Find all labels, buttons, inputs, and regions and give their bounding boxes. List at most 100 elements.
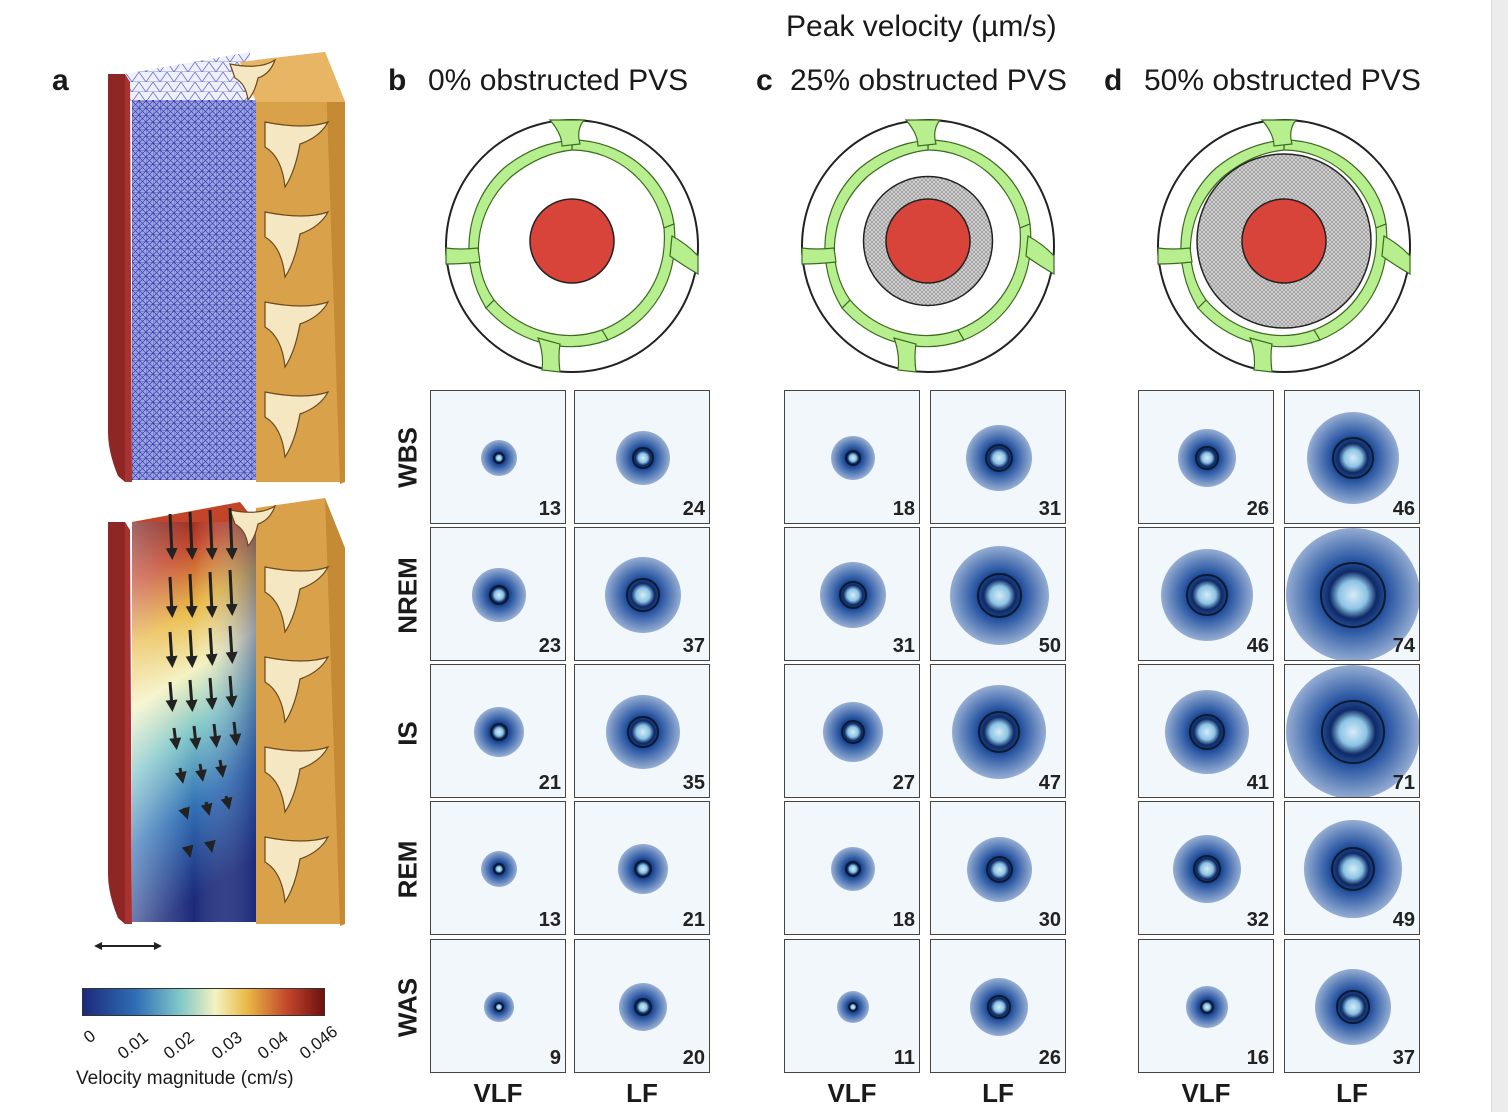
velocity-tile-c-lf-nrem: 50 [930,527,1066,661]
row-label-is: IS [392,721,423,746]
velocity-tile-b-vlf-rem: 13 [430,801,566,935]
colorbar-label: Velocity magnitude (cm/s) [76,1068,294,1089]
pvs-boundary-ring [1188,713,1226,751]
velocity-tile-c-lf-was: 26 [930,939,1066,1073]
peak-velocity-value: 37 [682,635,705,657]
pvs-boundary-ring [848,1002,858,1012]
velocity-tile-c-lf-rem: 30 [930,801,1066,935]
peak-velocity-value: 24 [682,498,705,520]
peak-velocity-value: 13 [538,909,561,931]
col-label-c-vlf: VLF [827,1078,877,1108]
velocity-tile-b-lf-wbs: 24 [574,390,710,524]
pvs-boundary-ring [627,716,659,748]
col-label-c-lf: LF [982,1078,1014,1108]
pvs-boundary-ring [1192,854,1222,884]
velocity-tile-c-vlf-rem: 18 [784,801,920,935]
pvs-cross-section-d [1157,119,1411,373]
col-label-b-vlf: VLF [473,1078,523,1108]
peak-velocity-value: 46 [1392,498,1415,520]
colorbar-tick-2: 0.02 [160,1027,198,1063]
velocity-tile-d-vlf-wbs: 26 [1138,390,1274,524]
panel-b-letter: b [388,64,407,97]
pvs-boundary-ring [1319,561,1387,629]
velocity-tile-b-vlf-is: 21 [430,664,566,798]
colorbar-tick-3: 0.03 [208,1027,246,1063]
colorbar-tick-4: 0.04 [254,1027,292,1063]
peak-velocity-value: 74 [1392,635,1415,657]
pvs-boundary-ring [489,722,509,742]
peak-velocity-value: 31 [1038,498,1061,520]
pvs-boundary-ring [976,572,1022,618]
pvs-boundary-ring [987,995,1011,1019]
panel-a-letter: a [52,64,69,97]
peak-velocity-value: 9 [549,1047,561,1069]
peak-velocity-value: 46 [1246,635,1269,657]
pvs-boundary-ring [1336,990,1370,1024]
velocity-tile-d-lf-wbs: 46 [1284,390,1420,524]
peak-velocity-value: 18 [892,498,915,520]
pvs-boundary-ring [977,710,1021,754]
peak-velocity-value: 35 [682,772,705,794]
pvs-boundary-ring [1321,700,1385,764]
velocity-tile-b-vlf-was: 9 [430,939,566,1073]
col-label-b-lf: LF [626,1078,658,1108]
velocity-tile-c-vlf-nrem: 31 [784,527,920,661]
panel-b-title: 0% obstructed PVS [428,64,689,97]
peak-velocity-value: 20 [682,1047,705,1069]
peak-velocity-value: 27 [892,772,915,794]
peak-velocity-value: 30 [1038,909,1061,931]
peak-velocity-value: 18 [892,909,915,931]
velocity-tile-d-vlf-rem: 32 [1138,801,1274,935]
panel-c-letter: c [756,64,773,97]
colorbar-tick-1: 0.01 [114,1027,152,1063]
pvs-boundary-ring [1195,446,1219,470]
pvs-boundary-ring [1186,574,1228,616]
pvs-boundary-ring [839,581,867,609]
pvs-boundary-ring [488,584,510,606]
velocity-tile-d-vlf-nrem: 46 [1138,527,1274,661]
peak-velocity-value: 26 [1246,498,1269,520]
col-label-d-vlf: VLF [1181,1078,1231,1108]
velocity-tile-b-lf-is: 35 [574,664,710,798]
peak-velocity-value: 16 [1246,1047,1269,1069]
peak-velocity-value: 21 [682,909,705,931]
velocity-tile-b-lf-nrem: 37 [574,527,710,661]
pvs-cross-section-b [445,119,699,373]
panel-a-velocity-block [108,498,345,926]
row-label-rem: REM [392,840,423,899]
pvs-boundary-ring [626,578,660,612]
pvs-boundary-ring [985,855,1013,883]
velocity-tile-d-lf-was: 37 [1284,939,1420,1073]
peak-velocity-value: 37 [1392,1047,1415,1069]
row-label-nrem: NREM [392,557,423,634]
velocity-tile-d-vlf-was: 16 [1138,939,1274,1073]
panel-c-title: 25% obstructed PVS [790,64,1067,97]
velocity-tile-c-lf-wbs: 31 [930,390,1066,524]
pvs-boundary-ring [632,447,654,469]
pvs-boundary-ring [493,452,505,464]
peak-velocity-value: 32 [1246,909,1269,931]
colorbar-tick-5: 0.046 [296,1021,342,1063]
velocity-tile-c-lf-is: 47 [930,664,1066,798]
pvs-boundary-ring [634,998,652,1016]
pvs-boundary-ring [493,863,505,875]
velocity-tile-b-vlf-wbs: 13 [430,390,566,524]
pvs-cross-section-c [801,119,1055,373]
peak-velocity-value: 26 [1038,1047,1061,1069]
velocity-tile-c-vlf-is: 27 [784,664,920,798]
velocity-tile-b-vlf-nrem: 23 [430,527,566,661]
pvs-boundary-ring [985,444,1013,472]
col-label-d-lf: LF [1336,1078,1368,1108]
velocity-tile-c-vlf-wbs: 18 [784,390,920,524]
row-label-wbs: WBS [392,427,423,488]
pvs-boundary-ring [1330,846,1376,892]
peak-velocity-value: 50 [1038,635,1061,657]
peak-velocity-value: 11 [893,1047,915,1069]
velocity-tile-b-lf-was: 20 [574,939,710,1073]
peak-velocity-value: 47 [1038,772,1061,794]
velocity-colorbar [82,988,325,1016]
pvs-boundary-ring [633,859,653,879]
peak-velocity-value: 31 [892,635,915,657]
row-label-was: WAS [392,977,423,1038]
scale-arrow [94,942,162,950]
